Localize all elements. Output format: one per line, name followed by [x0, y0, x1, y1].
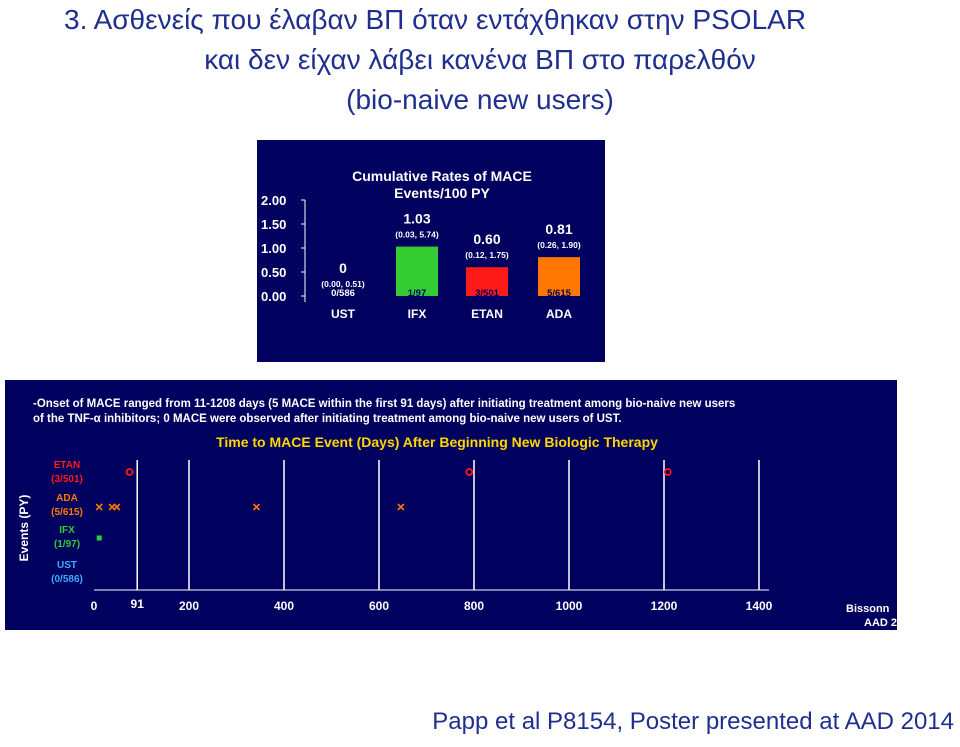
chart2-event-marker-x — [397, 503, 405, 511]
title-line-1: 3. Ασθενείς που έλαβαν ΒΠ όταν εντάχθηκα… — [64, 4, 807, 35]
chart1-value-label: 1.03 — [403, 211, 430, 227]
chart1-count-label: 1/97 — [408, 288, 427, 299]
chart2-row-count-etan: (3/501) — [51, 474, 83, 485]
chart2-event-marker-x — [113, 503, 121, 511]
title-line-2: και δεν είχαν λάβει κανένα ΒΠ στο παρελθ… — [204, 44, 756, 75]
chart2-event-marker-x — [95, 503, 103, 511]
chart1-y-tick-label: 0.00 — [261, 289, 286, 304]
chart2-y-label: Events (PY) — [17, 495, 31, 562]
chart1-category-label: ETAN — [471, 307, 503, 321]
chart1-ci-label: (0.12, 1.75) — [465, 250, 509, 260]
chart1-bar-ifx — [396, 246, 438, 296]
chart2-event-marker-x — [252, 503, 261, 511]
chart1-category-label: IFX — [408, 307, 427, 321]
chart2-event-marker-circle — [465, 468, 474, 476]
chart2-x-tick-label: 200 — [179, 599, 199, 613]
chart2-x-tick-label: 1200 — [651, 599, 678, 613]
chart1-value-label: 0.81 — [545, 221, 572, 237]
chart1-count-label: 3/501 — [475, 288, 499, 299]
footer-citation: Papp et al P8154, Poster presented at AA… — [432, 708, 954, 735]
chart1-bar-etan — [466, 267, 508, 296]
chart2-x-tick-label: 400 — [274, 599, 294, 613]
chart2-row-count-ada: (5/615) — [51, 507, 83, 518]
chart1-y-tick-label: 1.00 — [261, 241, 286, 256]
chart2-x-tick-label: 800 — [464, 599, 484, 613]
chart2-row-label-ada: ADA — [56, 493, 78, 504]
chart1-ci-label: (0.03, 5.74) — [395, 230, 439, 240]
chart1-bars: 0 (0.00, 0.51)0/586 UST 1.03 (0.03, 5.74) 1/9… — [321, 211, 581, 321]
slide-title: 3. Ασθενείς που έλαβαν ΒΠ όταν εντάχθηκα… — [0, 0, 960, 120]
chart1-value-label: 0 — [339, 260, 347, 276]
chart1-y-tick-label: 0.50 — [261, 265, 286, 280]
chart2-event-marker-circle — [125, 468, 134, 476]
chart1-value-label: 0.60 — [473, 231, 500, 247]
chart1-category-label: ADA — [546, 307, 572, 321]
chart2-x-tick-label: 1000 — [556, 599, 583, 613]
chart1-ci-label: (0.00, 0.51) — [321, 279, 365, 289]
chart2-x-tick-label: 1400 — [746, 599, 773, 613]
chart2-x-tick-label: 0 — [91, 599, 98, 613]
chart2-row-count-ifx: (1/97) — [54, 539, 80, 550]
time-to-mace-chart: -Onset of MACE ranged from 11-1208 days … — [5, 380, 897, 630]
chart1-count-label: 5/615 — [547, 288, 571, 299]
chart1-category-label: UST — [331, 307, 356, 321]
chart2-x-tick-label: 91 — [131, 597, 145, 611]
chart2-row-label-ust: UST — [57, 560, 77, 571]
chart2-note-line-1: -Onset of MACE ranged from 11-1208 days … — [33, 398, 735, 410]
chart2-row-label-ifx: IFX — [59, 525, 75, 536]
chart2-citation-line-1: Bissonn — [846, 603, 890, 615]
mace-rate-bar-chart: Cumulative Rates of MACE Events/100 PY 2… — [257, 140, 605, 362]
chart1-subtitle: Events/100 PY — [394, 185, 490, 201]
chart2-x-tick-label: 600 — [369, 599, 389, 613]
chart1-y-tick-label: 1.50 — [261, 217, 286, 232]
chart1-title: Cumulative Rates of MACE — [352, 168, 532, 184]
chart2-background — [5, 380, 897, 630]
chart2-note-line-2: of the TNF-α inhibitors; 0 MACE were obs… — [33, 413, 622, 425]
chart2-citation-line-2: AAD 2 — [864, 617, 897, 629]
chart2-row-count-ust: (0/586) — [51, 574, 83, 585]
chart2-event-marker-square — [96, 535, 102, 541]
chart1-y-tick-label: 2.00 — [261, 193, 286, 208]
chart1-ci-label: (0.26, 1.90) — [537, 240, 581, 250]
chart1-bar-ada — [538, 257, 580, 296]
chart2-plot: 0 91 200 400 600 800 1000 1200 1400 ETAN (3/501) AD… — [51, 460, 773, 613]
chart1-count-label: 0/586 — [331, 288, 355, 299]
chart2-row-label-etan: ETAN — [54, 460, 80, 471]
title-line-3: (bio-naive new users) — [346, 84, 614, 115]
chart2-event-marker-circle — [663, 468, 672, 476]
chart1-y-axis: 2.00 1.50 1.00 0.50 0.00 — [261, 193, 306, 304]
chart2-title: Time to MACE Event (Days) After Beginnin… — [216, 434, 658, 450]
